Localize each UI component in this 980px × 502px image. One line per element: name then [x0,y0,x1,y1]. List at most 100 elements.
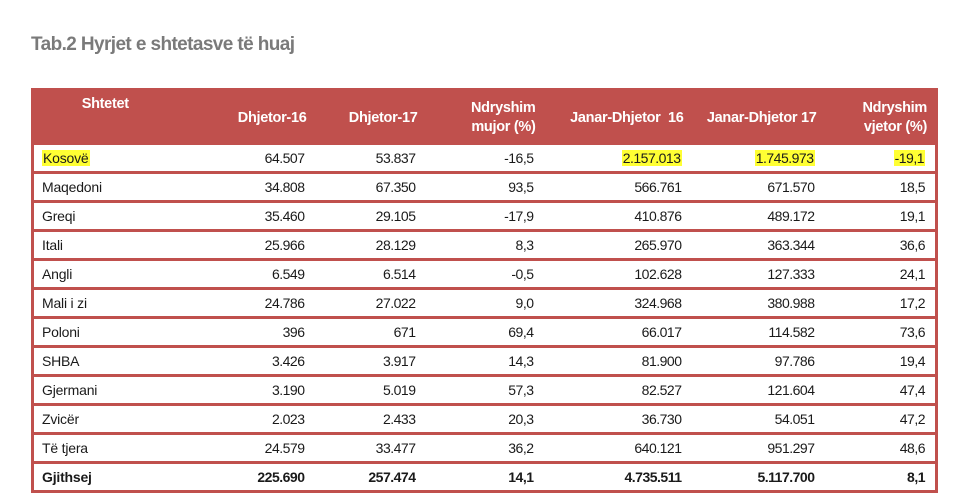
cell-dec16: 24.786 [178,287,315,318]
table-row: Kosovë 64.507 53.837 -16,5 2.157.013 1.7… [33,145,937,173]
cell-annual-change: 24,1 [824,258,937,289]
header-dec17: Dhjetor-17 [314,89,426,145]
cell-annual-change: -19,1 [825,145,937,173]
cell-jan-dec17: 121.604 [691,374,825,405]
header-annual-change: Ndryshim vjetor (%) [824,89,937,145]
cell-monthly-change: 8,3 [425,229,544,260]
cell-annual-change: 8,1 [824,461,937,492]
cell-country: Poloni [32,316,179,347]
cell-monthly-change: 14,1 [425,461,544,492]
cell-jan-dec16: 82.527 [543,374,692,405]
cell-jan-dec16: 324.968 [543,287,692,318]
cell-dec17: 671 [314,316,426,347]
cell-monthly-change: 69,4 [425,316,544,347]
cell-dec16: 3.426 [178,345,315,376]
cell-country: Gjithsej [32,461,179,492]
cell-jan-dec16: 102.628 [543,258,692,289]
highlighted-text: -19,1 [893,150,925,166]
cell-jan-dec16: 410.876 [543,200,692,231]
total-row: Gjithsej 225.690 257.474 14,1 4.735.511 … [32,461,937,492]
cell-dec17: 5.019 [314,374,426,405]
cell-jan-dec16: 81.900 [543,345,692,376]
cell-jan-dec16: 566.761 [543,171,692,202]
highlighted-text: 2.157.013 [621,150,682,166]
cell-jan-dec16: 265.970 [543,229,692,260]
cell-dec16: 3.190 [178,374,315,405]
cell-dec17: 2.433 [314,403,426,434]
cell-monthly-change: 93,5 [425,171,544,202]
cell-country: Mali i zi [32,287,179,318]
header-row: Shtetet Dhjetor-16 Dhjetor-17 Ndryshim m… [32,89,937,145]
table-row: Mali i zi 24.786 27.022 9,0 324.968 380.… [32,287,937,318]
cell-dec16: 25.966 [178,229,315,260]
cell-dec17: 27.022 [314,287,426,318]
table-row: Maqedoni 34.808 67.350 93,5 566.761 671.… [32,171,937,202]
cell-country: Të tjera [32,432,179,463]
header-jan-dec16: Janar-Dhjetor 16 [543,89,692,145]
cell-dec17: 33.477 [314,432,426,463]
cell-annual-change: 18,5 [824,171,937,202]
header-country: Shtetet [32,89,179,145]
cell-jan-dec17: 489.172 [691,200,825,231]
cell-country: Kosovë [33,145,179,173]
cell-country: SHBA [32,345,179,376]
table-row: Greqi 35.460 29.105 -17,9 410.876 489.17… [32,200,937,231]
cell-jan-dec16: 2.157.013 [544,145,692,173]
cell-monthly-change: 14,3 [425,345,544,376]
cell-dec17: 53.837 [375,150,416,166]
header-monthly-change-line1: Ndryshim [471,100,536,116]
cell-jan-dec17: 951.297 [691,432,825,463]
cell-country: Itali [32,229,179,260]
table-row: Zvicër 2.023 2.433 20,3 36.730 54.051 47… [32,403,937,434]
cell-dec16: 24.579 [178,432,315,463]
cell-country: Maqedoni [32,171,179,202]
cell-jan-dec16: 66.017 [543,316,692,347]
cell-jan-dec17: 380.988 [691,287,825,318]
foreign-arrivals-table: Shtetet Dhjetor-16 Dhjetor-17 Ndryshim m… [31,88,938,493]
cell-jan-dec16: 4.735.511 [543,461,692,492]
cell-annual-change: 19,4 [824,345,937,376]
cell-monthly-change: 36,2 [425,432,544,463]
table-title: Tab.2 Hyrjet e shtetasve të huaj [31,34,295,55]
cell-dec16: 6.549 [178,258,315,289]
cell-dec17: 29.105 [314,200,426,231]
cell-country: Gjermani [32,374,179,405]
highlighted-text: 1.745.973 [754,150,815,166]
table-row: Poloni 396 671 69,4 66.017 114.582 73,6 [32,316,937,347]
header-annual-change-line2: vjetor (%) [863,119,927,135]
cell-dec16: 2.023 [178,403,315,434]
cell-jan-dec17: 97.786 [691,345,825,376]
cell-dec17: 257.474 [314,461,426,492]
cell-jan-dec16: 36.730 [543,403,692,434]
cell-monthly-change: 57,3 [425,374,544,405]
cell-dec16: 34.808 [178,171,315,202]
cell-monthly-change: -17,9 [425,200,544,231]
table-row: Gjermani 3.190 5.019 57,3 82.527 121.604… [32,374,937,405]
arrivals-table-container: Shtetet Dhjetor-16 Dhjetor-17 Ndryshim m… [31,88,938,493]
cell-country: Zvicër [32,403,179,434]
cell-country: Angli [32,258,179,289]
cell-monthly-change: -16,5 [504,150,534,166]
cell-jan-dec17: 114.582 [691,316,825,347]
cell-dec17: 67.350 [314,171,426,202]
cell-annual-change: 48,6 [824,432,937,463]
cell-country: Greqi [32,200,179,231]
header-monthly-change-line2: mujor (%) [471,119,536,135]
header-jan-dec17: Janar-Dhjetor 17 [691,89,825,145]
cell-annual-change: 19,1 [824,200,937,231]
cell-annual-change: 17,2 [824,287,937,318]
header-monthly-change: Ndryshim mujor (%) [425,89,544,145]
cell-annual-change: 36,6 [824,229,937,260]
cell-dec16: 396 [178,316,315,347]
table-row: Angli 6.549 6.514 -0,5 102.628 127.333 2… [32,258,937,289]
cell-dec16: 35.460 [178,200,315,231]
cell-monthly-change: -0,5 [425,258,544,289]
cell-monthly-change: 20,3 [425,403,544,434]
header-annual-change-line1: Ndryshim [862,100,928,116]
table-row: Të tjera 24.579 33.477 36,2 640.121 951.… [32,432,937,463]
cell-jan-dec17: 1.745.973 [692,145,825,173]
cell-dec17: 28.129 [314,229,426,260]
cell-jan-dec17: 5.117.700 [691,461,825,492]
table-row: SHBA 3.426 3.917 14,3 81.900 97.786 19,4 [32,345,937,376]
cell-annual-change: 47,2 [824,403,937,434]
